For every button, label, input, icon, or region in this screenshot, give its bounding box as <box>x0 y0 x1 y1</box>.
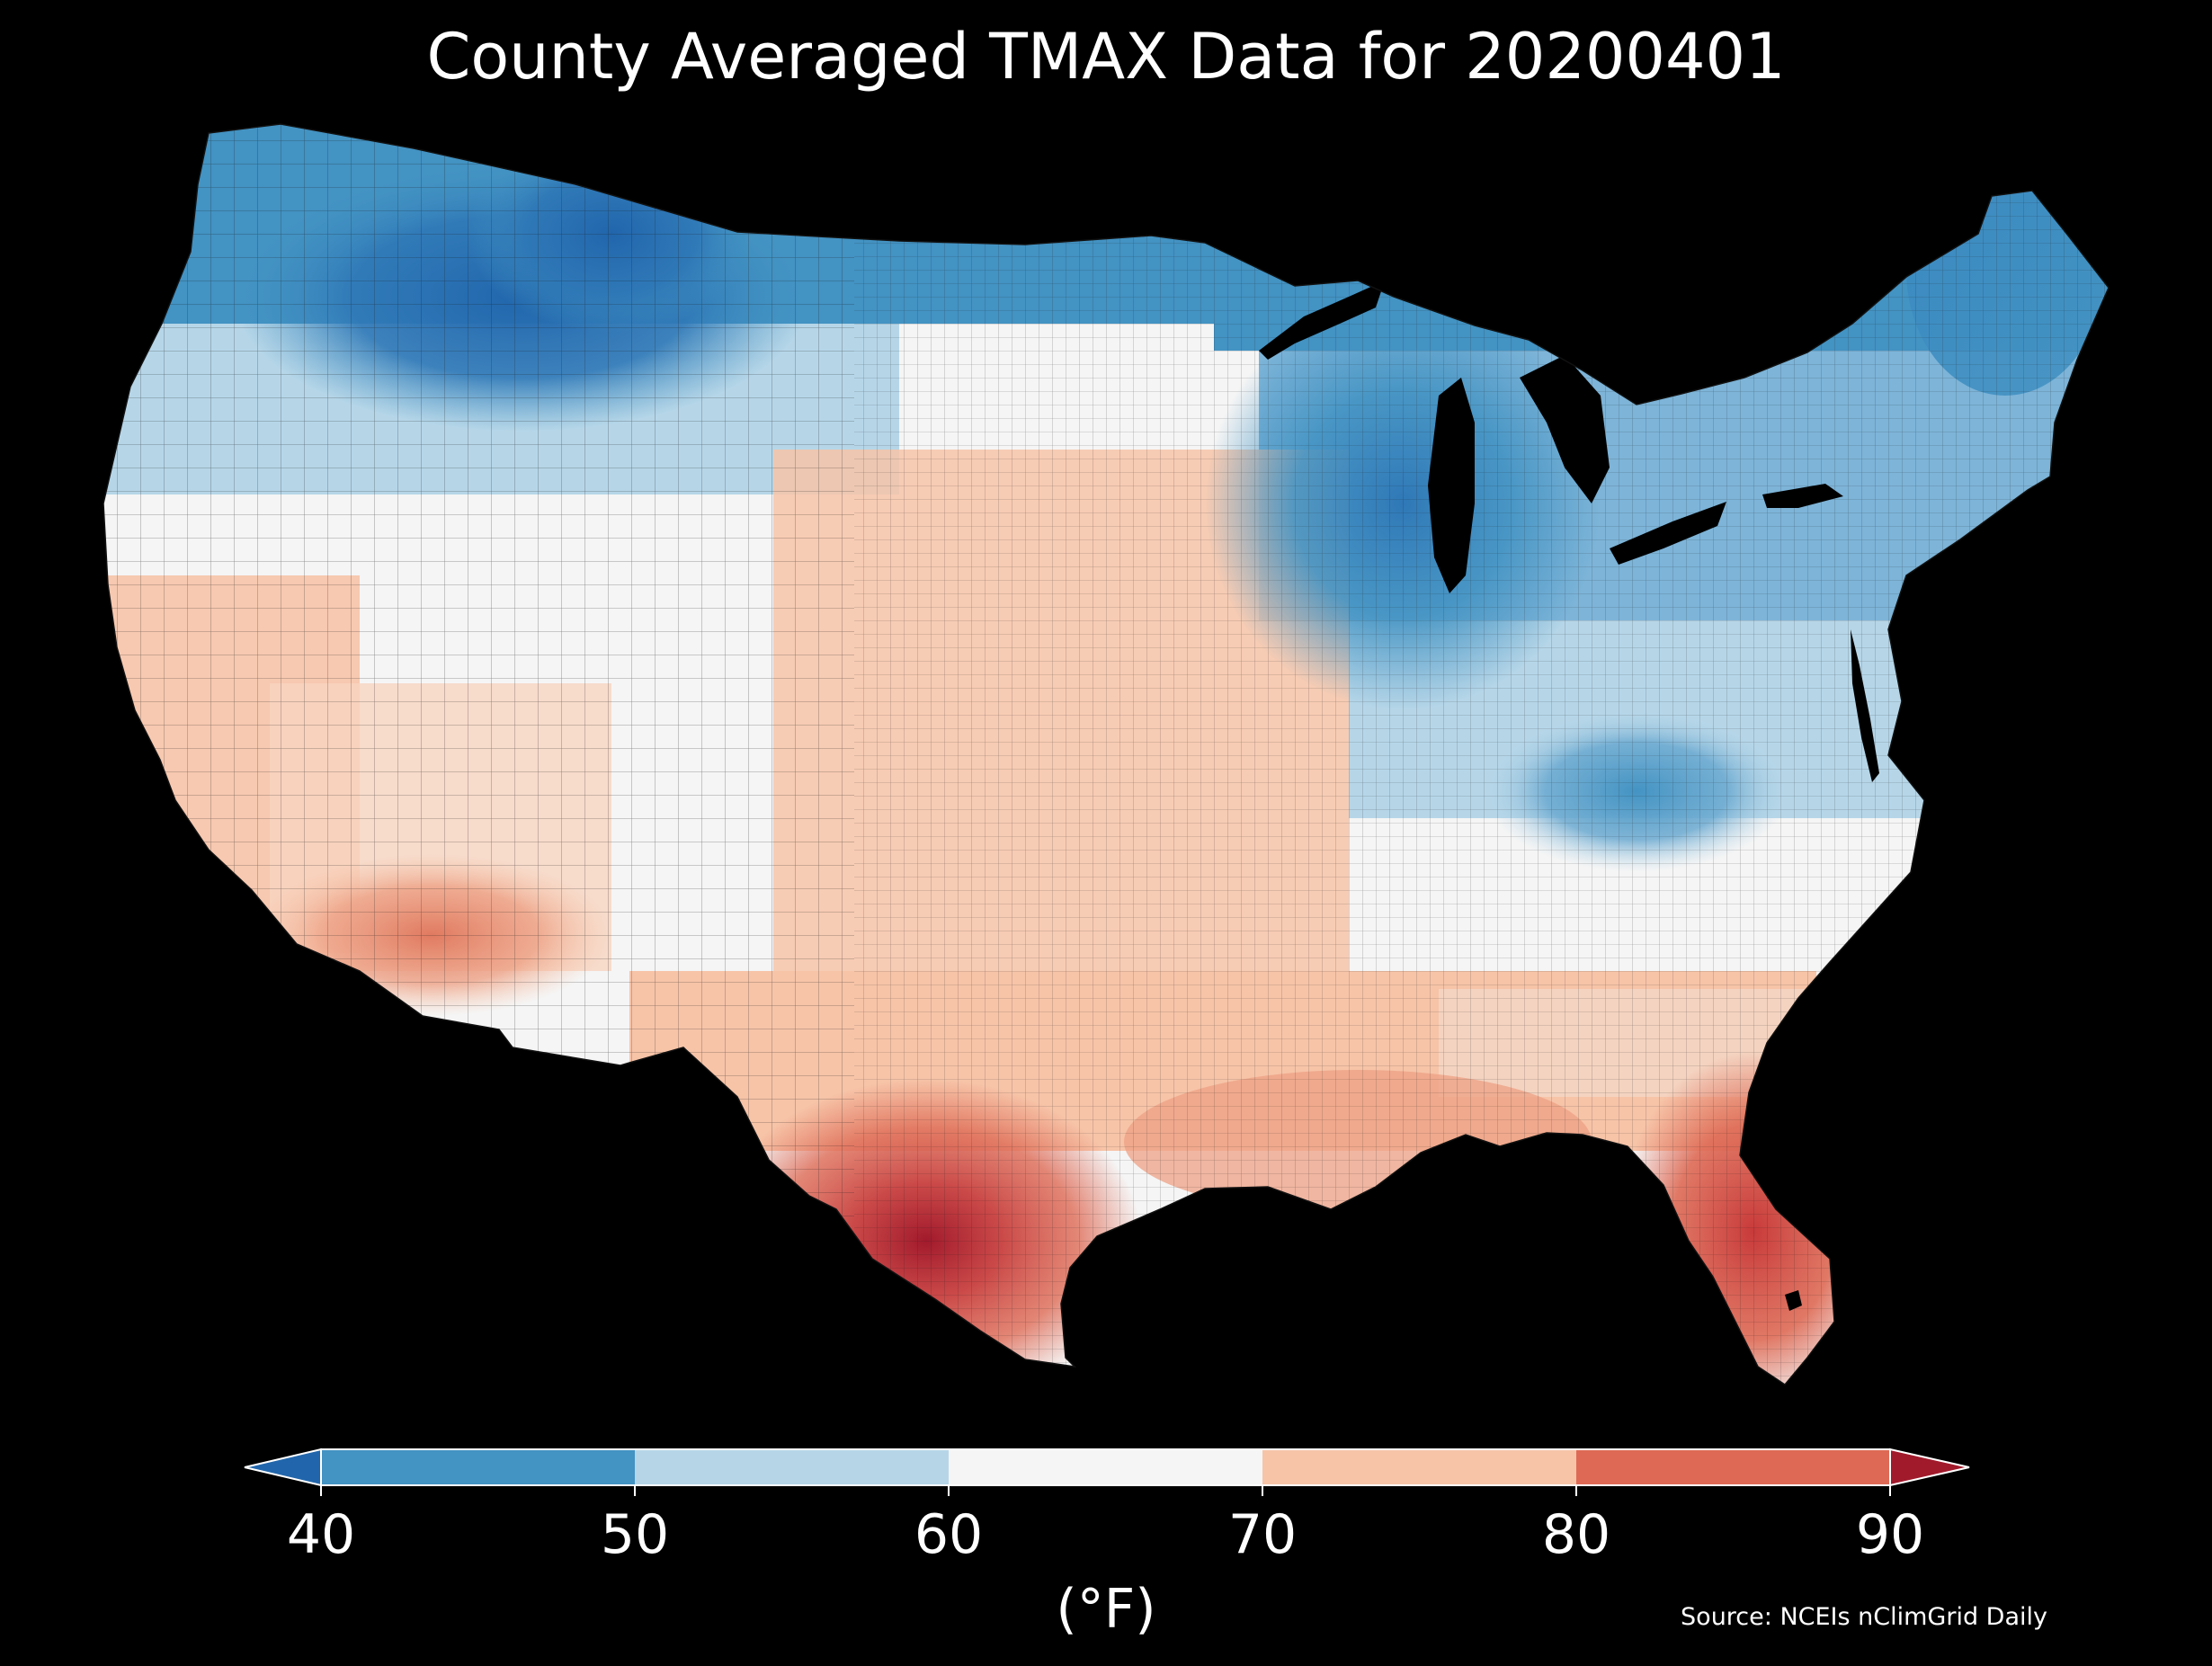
colorbar-tick-90: 90 <box>1855 1503 1925 1566</box>
lake-ontario <box>1762 484 1843 508</box>
colorbar-extend-high <box>1889 1448 1970 1487</box>
colorbar-tick-40: 40 <box>286 1503 356 1566</box>
colorbar-bin-70-80 <box>1262 1449 1576 1485</box>
colorbar-bin-50-60 <box>635 1449 949 1485</box>
us-outline <box>103 123 2109 1385</box>
lake-okeechobee <box>1785 1290 1802 1311</box>
lake-superior <box>1259 281 1385 360</box>
colorbar-tick-50: 50 <box>600 1503 670 1566</box>
lake-huron <box>1520 355 1610 503</box>
colorbar-tick-80: 80 <box>1541 1503 1611 1566</box>
colorbar-bin-60-70 <box>949 1449 1262 1485</box>
great-lakes-and-bays <box>1259 281 1879 1311</box>
source-credit: Source: NCEIs nClimGrid Daily <box>1681 1603 2047 1631</box>
colorbar-tick-70: 70 <box>1227 1503 1298 1566</box>
colorbar <box>244 1448 1970 1496</box>
colorbar-ticks <box>320 1485 1891 1496</box>
colorbar-extend-low <box>244 1448 322 1487</box>
colorbar-unit-label: (°F) <box>1056 1578 1156 1641</box>
map-title: County Averaged TMAX Data for 20200401 <box>426 20 1786 94</box>
colorbar-bin-80-90 <box>1576 1449 1890 1485</box>
colorbar-bin-40-50 <box>321 1449 635 1485</box>
colorbar-tick-60: 60 <box>914 1503 984 1566</box>
chesapeake-bay <box>1851 629 1879 782</box>
temperature-field <box>103 124 2109 1385</box>
lake-michigan <box>1428 378 1475 593</box>
lake-erie <box>1610 502 1726 565</box>
colorbar-frame <box>320 1448 1891 1486</box>
